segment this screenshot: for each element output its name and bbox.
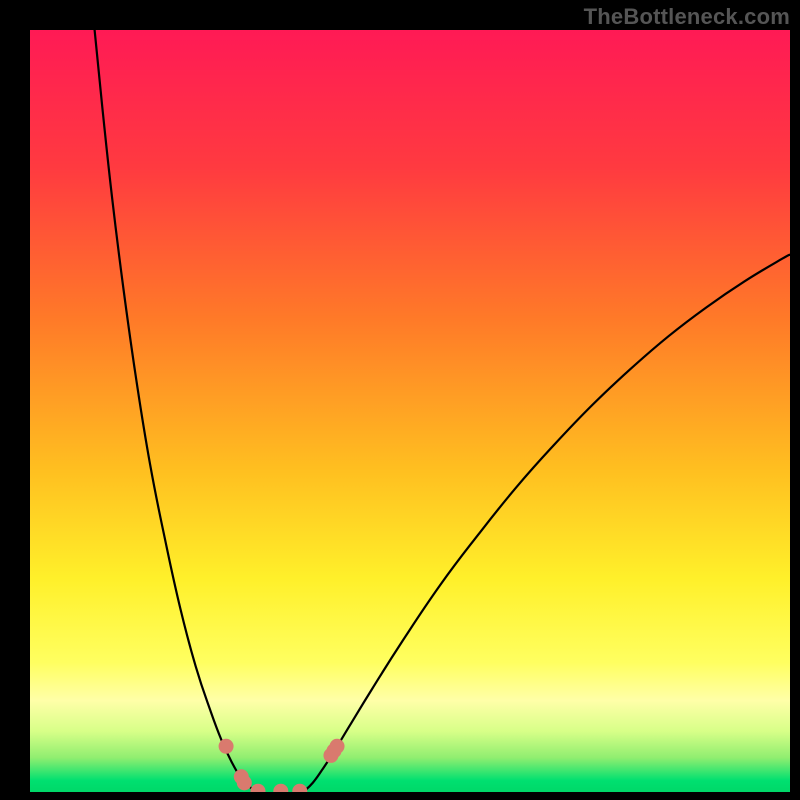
watermark-text: TheBottleneck.com [584, 4, 790, 30]
plot-background [30, 30, 790, 792]
data-marker [330, 739, 345, 754]
data-marker [237, 775, 252, 790]
chart-stage: TheBottleneck.com [0, 0, 800, 800]
data-marker [219, 739, 234, 754]
bottleneck-chart [0, 0, 800, 800]
